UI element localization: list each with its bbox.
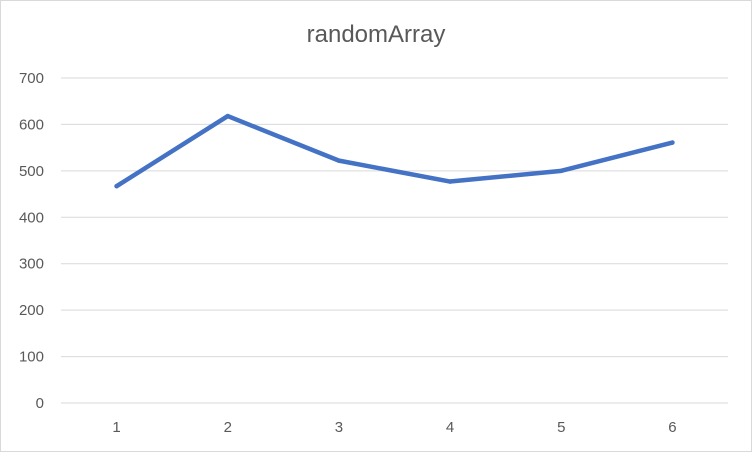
data-point <box>670 140 675 145</box>
x-tick-label: 2 <box>224 419 232 436</box>
y-tick-label: 500 <box>19 163 44 180</box>
y-tick-label: 100 <box>19 349 44 366</box>
grid-lines <box>61 77 728 404</box>
data-point <box>559 168 564 174</box>
data-point <box>114 183 119 189</box>
y-tick-label: 600 <box>19 116 44 133</box>
x-tick-label: 6 <box>668 419 676 436</box>
series-line <box>114 113 675 189</box>
y-tick-label: 400 <box>19 209 44 226</box>
y-axis-ticks: 0 100 200 300 400 500 600 700 <box>19 70 44 412</box>
x-tick-label: 1 <box>112 419 120 436</box>
chart-title: randomArray <box>306 21 446 48</box>
x-tick-label: 3 <box>335 419 343 436</box>
y-tick-label: 0 <box>36 395 44 412</box>
data-point <box>336 158 342 163</box>
y-tick-label: 700 <box>19 70 44 87</box>
series-layer <box>114 113 675 189</box>
data-point <box>447 179 453 184</box>
data-point <box>225 113 230 119</box>
x-axis-ticks: 1 2 3 4 5 6 <box>112 419 676 436</box>
y-tick-label: 300 <box>19 256 44 273</box>
x-tick-label: 4 <box>446 419 454 436</box>
y-tick-label: 200 <box>19 302 44 319</box>
x-tick-label: 5 <box>557 419 565 436</box>
